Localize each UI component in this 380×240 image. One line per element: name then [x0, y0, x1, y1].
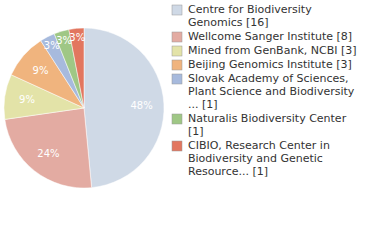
legend-item: CIBIO, Research Center inBiodiversity an…	[172, 139, 330, 178]
legend-label: Centre for BiodiversityGenomics [16]	[188, 3, 312, 29]
legend-item: Centre for BiodiversityGenomics [16]	[172, 3, 312, 29]
legend-line: Centre for Biodiversity	[188, 3, 312, 16]
legend-item: Beijing Genomics Institute [3]	[172, 58, 352, 71]
legend-line: [1]	[188, 125, 204, 138]
legend-item: Slovak Academy of Sciences,Plant Science…	[172, 72, 355, 111]
legend-label: Mined from GenBank, NCBI [3]	[188, 44, 357, 57]
legend-swatch	[172, 5, 182, 15]
legend-label: Naturalis Biodiversity Center[1]	[188, 112, 347, 138]
pie-slice	[84, 28, 164, 188]
legend-swatch	[172, 114, 182, 124]
legend-swatch	[172, 32, 182, 42]
legend-swatch	[172, 46, 182, 56]
data-label: 9%	[33, 65, 49, 76]
legend-item: Mined from GenBank, NCBI [3]	[172, 44, 357, 57]
chart: 48%24%9%9%3%3%3%Centre for BiodiversityG…	[0, 0, 380, 240]
legend-line: CIBIO, Research Center in	[188, 139, 330, 152]
legend-label: CIBIO, Research Center inBiodiversity an…	[188, 139, 330, 178]
legend-line: Slovak Academy of Sciences,	[188, 72, 348, 85]
pie	[4, 28, 164, 188]
data-labels: 48%24%9%9%3%3%3%	[19, 32, 153, 158]
legend-item: Naturalis Biodiversity Center[1]	[172, 112, 347, 138]
legend-swatch	[172, 60, 182, 70]
data-label: 48%	[130, 100, 152, 111]
data-label: 3%	[69, 32, 85, 43]
legend-label: Wellcome Sanger Institute [8]	[188, 30, 352, 43]
legend-line: Biodiversity and Genetic	[188, 152, 323, 165]
legend-label: Beijing Genomics Institute [3]	[188, 58, 352, 71]
legend-line: Wellcome Sanger Institute [8]	[188, 30, 352, 43]
legend-line: Mined from GenBank, NCBI [3]	[188, 44, 357, 57]
legend-line: Resource... [1]	[188, 165, 268, 178]
legend-line: Naturalis Biodiversity Center	[188, 112, 347, 125]
legend-line: Plant Science and Biodiversity	[188, 85, 355, 98]
data-label: 9%	[19, 94, 35, 105]
legend-line: Genomics [16]	[188, 16, 269, 29]
data-label: 24%	[37, 148, 59, 159]
legend-label: Slovak Academy of Sciences,Plant Science…	[188, 72, 355, 111]
legend-swatch	[172, 141, 182, 151]
legend-line: Beijing Genomics Institute [3]	[188, 58, 352, 71]
legend-swatch	[172, 74, 182, 84]
legend-line: ... [1]	[188, 98, 218, 111]
legend-item: Wellcome Sanger Institute [8]	[172, 30, 352, 43]
pie-slice	[5, 108, 92, 188]
legend: Centre for BiodiversityGenomics [16]Well…	[172, 3, 357, 178]
